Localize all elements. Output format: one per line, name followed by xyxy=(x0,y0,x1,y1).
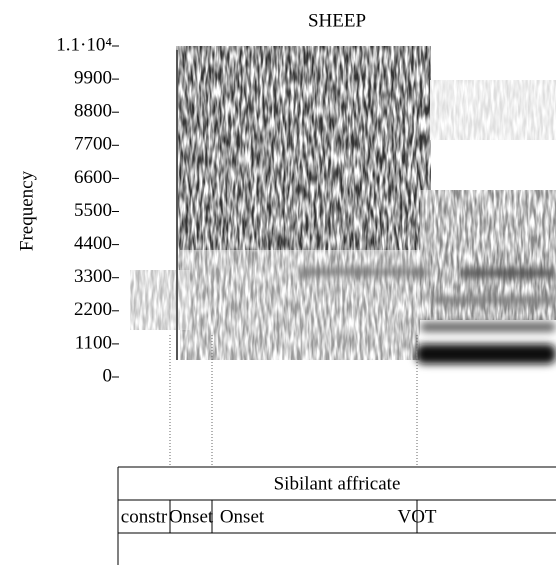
y-tick-label: 7700 xyxy=(74,134,112,155)
y-tick-label: 8800 xyxy=(74,101,112,122)
boundaries xyxy=(169,335,418,467)
textgrid xyxy=(117,466,556,565)
y-tick-label: 3300 xyxy=(74,266,112,287)
tier-label: constr xyxy=(121,506,168,527)
tier-label: Sibilant affricate xyxy=(274,473,401,494)
y-axis-label: Frequency xyxy=(16,170,37,251)
tier-label: Onset xyxy=(169,506,214,527)
y-tick-label: 4400 xyxy=(74,233,112,254)
y-tick-label: 6600 xyxy=(74,167,112,188)
spectrogram-image xyxy=(130,46,556,364)
y-tick-label: 2200 xyxy=(74,299,112,320)
tier-label: VOT xyxy=(397,506,436,527)
y-tick-label: 5500 xyxy=(74,200,112,221)
y-tick-label: 1100 xyxy=(75,332,112,353)
y-tick-label: 9900 xyxy=(74,67,112,88)
y-tick-label: 0 xyxy=(103,365,113,386)
y-tick-label: 1.1·10⁴ xyxy=(56,34,112,55)
chart-title: SHEEP xyxy=(308,10,366,31)
tier-label: Onset xyxy=(220,506,265,527)
